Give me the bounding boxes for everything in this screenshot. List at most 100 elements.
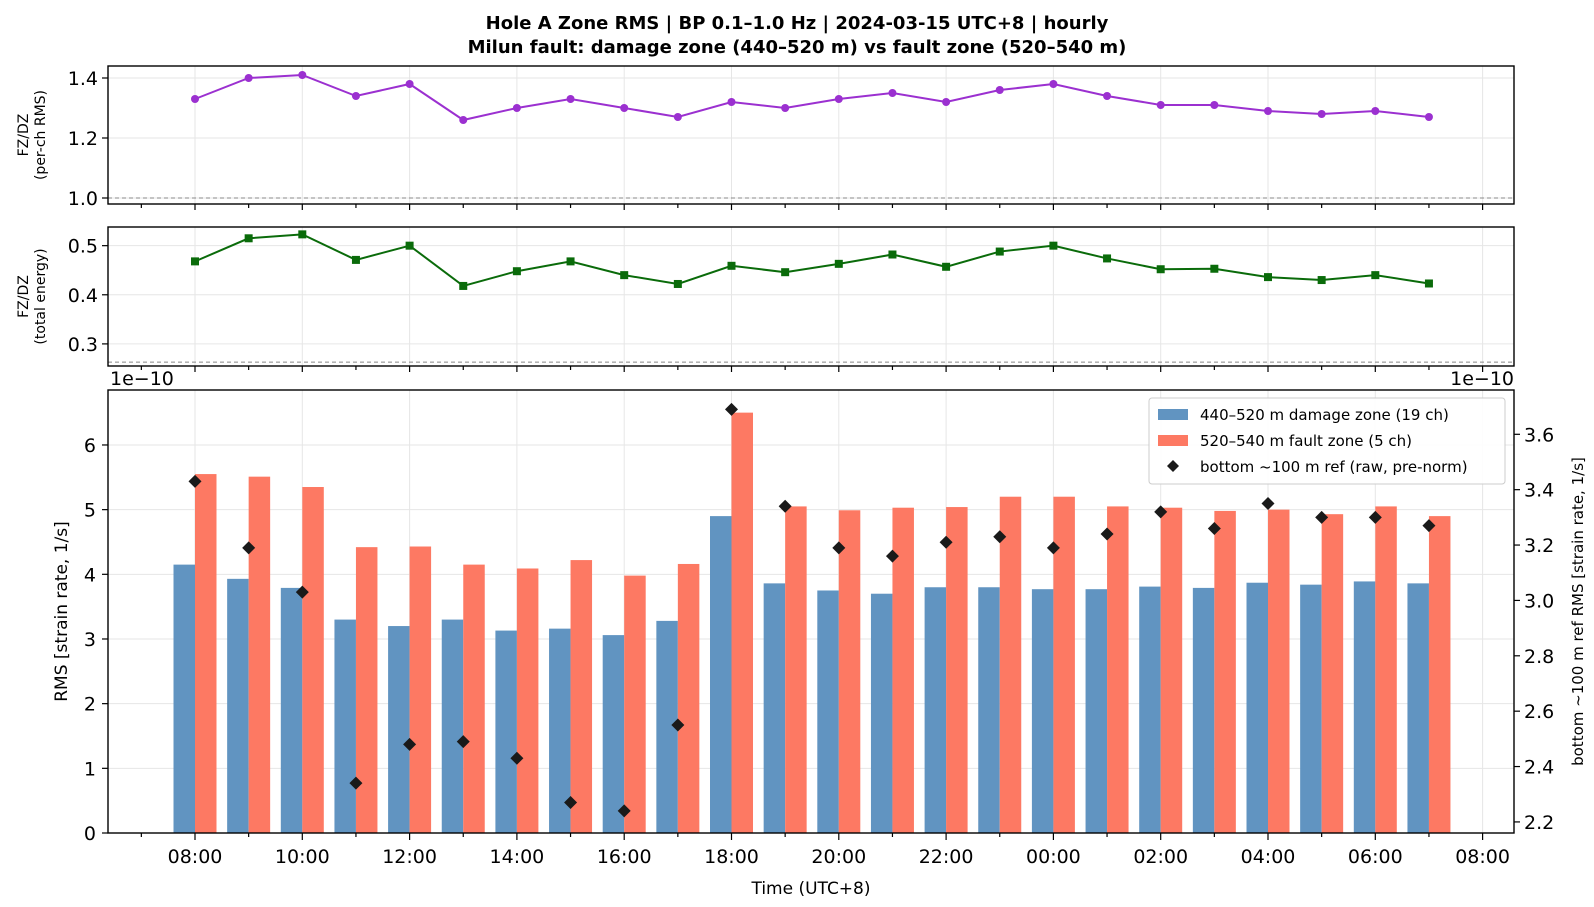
bar-damage-zone <box>1139 586 1161 833</box>
x-tick-label: 06:00 <box>1348 846 1403 868</box>
bar-fault-zone <box>838 510 861 833</box>
reference-marker <box>349 776 363 790</box>
data-point <box>1210 264 1219 273</box>
y-tick-label: 4 <box>84 564 96 586</box>
y-tick-label: 0 <box>84 823 96 845</box>
data-point <box>834 259 843 268</box>
data-point <box>244 234 253 243</box>
data-point <box>995 247 1004 256</box>
data-point <box>1264 273 1272 282</box>
bar-damage-zone <box>602 635 625 833</box>
series-line <box>194 233 1430 288</box>
ratio-total-energy-panel: 0.3 0.4 0.5 FZ/DZ (total energy) <box>16 226 1515 372</box>
bar-fault-zone <box>677 563 700 833</box>
x-tick-label: 16:00 <box>597 846 652 868</box>
right-y-tick-label: 2.4 <box>1524 757 1554 779</box>
data-point <box>1103 254 1112 263</box>
data-point <box>1424 279 1433 288</box>
data-point <box>351 255 360 264</box>
data-point <box>1371 107 1380 115</box>
y-tick-label: 6 <box>84 435 96 457</box>
legend-marker-reference <box>1167 460 1179 472</box>
data-point <box>834 95 843 103</box>
bar-fault-zone <box>570 560 593 833</box>
legend: 440–520 m damage zone (19 ch) 520–540 m … <box>1148 397 1506 485</box>
data-point <box>512 104 521 112</box>
data-point <box>727 261 736 270</box>
bar-fault-zone <box>195 474 217 833</box>
reference-marker <box>617 804 631 818</box>
y-tick-label: 0.4 <box>68 285 98 307</box>
data-point <box>191 257 199 266</box>
offset-text-left: 1e−10 <box>110 368 174 390</box>
reference-marker <box>564 796 578 810</box>
data-point <box>620 104 629 112</box>
bar-fault-zone <box>624 575 646 833</box>
y-tick-label: 0.5 <box>68 236 98 258</box>
data-point <box>673 113 682 121</box>
bar-fault-zone <box>248 476 271 833</box>
data-point <box>191 95 199 103</box>
reference-marker <box>403 737 417 751</box>
x-tick-label: 14:00 <box>490 846 545 868</box>
data-point <box>351 92 360 100</box>
data-point <box>942 98 951 106</box>
bar-fault-zone <box>946 507 968 833</box>
legend-swatch-fault-zone <box>1158 435 1188 446</box>
data-point <box>1317 276 1326 285</box>
x-tick-label: 02:00 <box>1133 846 1188 868</box>
data-point <box>1371 271 1380 280</box>
reference-marker <box>1368 510 1382 524</box>
bar-fault-zone <box>785 506 807 833</box>
data-point <box>727 98 736 106</box>
reference-marker <box>295 585 309 599</box>
bar-damage-zone <box>388 626 410 833</box>
x-tick-label: 08:00 <box>1455 846 1510 868</box>
data-point <box>888 250 897 259</box>
bar-damage-zone <box>495 630 517 833</box>
y-axis-label: FZ/DZ <box>16 275 32 318</box>
bar-damage-zone <box>924 587 947 833</box>
right-y-tick-label: 2.6 <box>1524 701 1554 723</box>
bar-damage-zone <box>870 593 893 833</box>
x-axis-label: Time (UTC+8) <box>750 879 870 899</box>
data-point <box>673 279 682 288</box>
data-point <box>244 74 253 82</box>
data-point <box>995 86 1004 94</box>
bar-fault-zone <box>409 546 432 833</box>
bar-damage-zone <box>1031 589 1054 833</box>
data-point <box>459 116 468 124</box>
right-y-tick-label: 2.8 <box>1524 646 1554 668</box>
data-point <box>512 267 521 276</box>
x-tick-label: 18:00 <box>704 846 759 868</box>
data-point <box>1156 265 1165 274</box>
bar-fault-zone <box>302 487 324 833</box>
data-point <box>1156 101 1165 109</box>
offset-text-right: 1e−10 <box>1450 368 1514 390</box>
reference-marker <box>725 402 738 416</box>
data-point <box>1103 92 1112 100</box>
y-tick-label: 1.0 <box>68 188 98 210</box>
data-point <box>1049 80 1058 88</box>
right-y-tick-label: 3.2 <box>1524 535 1554 557</box>
bar-damage-zone <box>1246 582 1268 833</box>
y-axis-label: RMS [strain rate, 1/s] <box>52 521 72 702</box>
data-point <box>298 71 307 79</box>
y-axis-label: (per-ch RMS) <box>33 90 49 180</box>
reference-marker <box>456 735 470 749</box>
data-point <box>1049 241 1058 250</box>
reference-marker <box>1100 527 1114 541</box>
data-point <box>1210 101 1219 109</box>
data-point <box>298 230 307 239</box>
bar-damage-zone <box>817 590 839 833</box>
data-point <box>405 241 414 250</box>
bar-damage-zone <box>1353 581 1376 833</box>
bar-fault-zone <box>1160 507 1183 833</box>
data-point <box>1317 110 1326 118</box>
y-tick-label: 0.3 <box>68 334 98 356</box>
legend-box <box>1148 397 1506 485</box>
y-axis-label: FZ/DZ <box>16 114 32 157</box>
data-point <box>942 262 951 271</box>
x-tick-label: 22:00 <box>919 846 974 868</box>
data-point <box>566 257 575 266</box>
